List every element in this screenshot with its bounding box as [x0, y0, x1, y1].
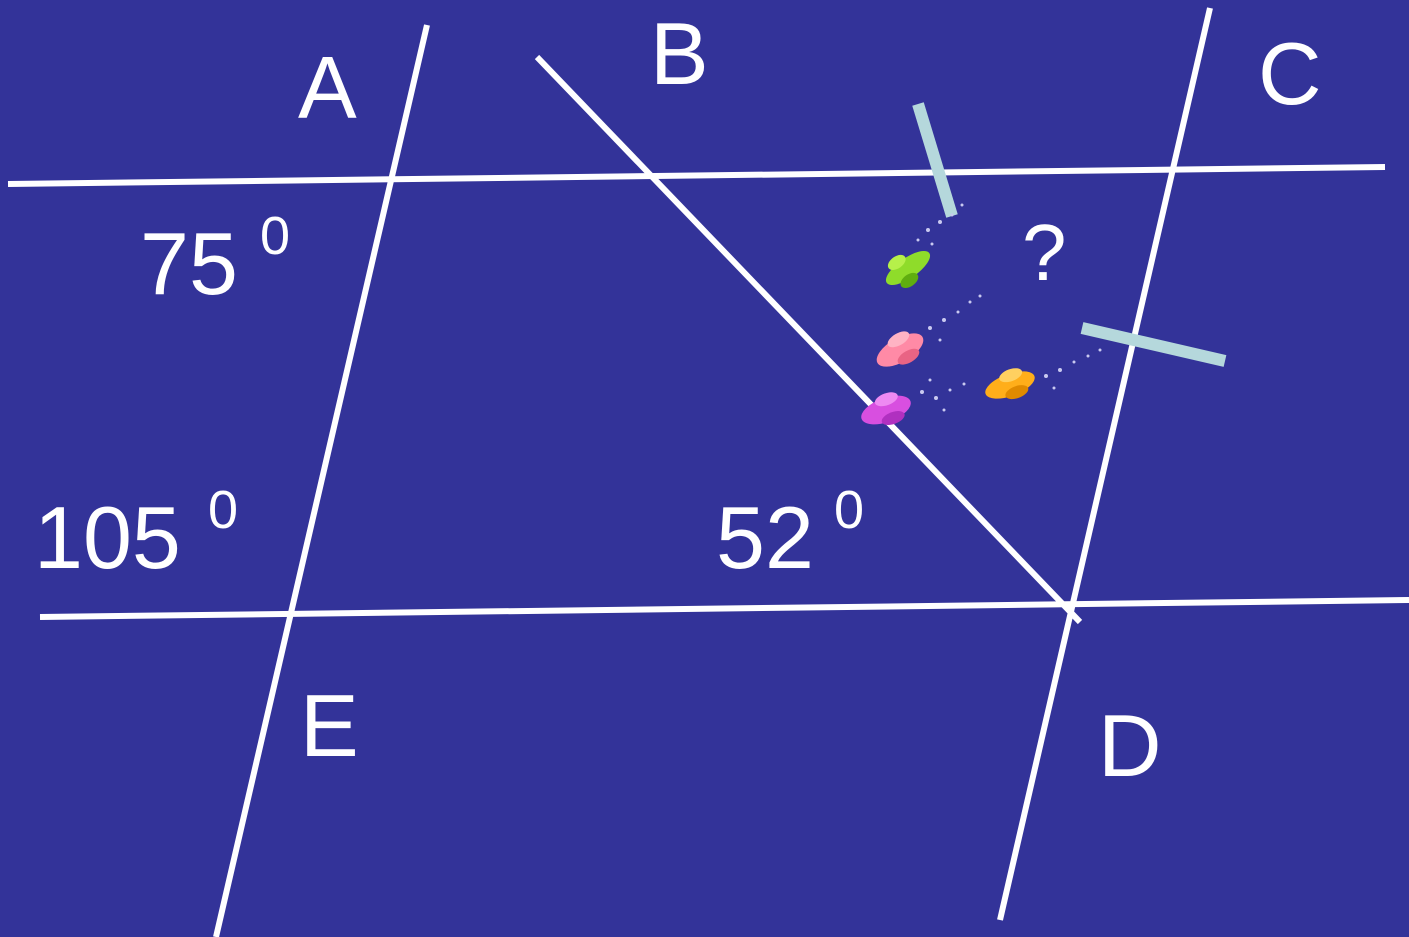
- parallel-tick-mark-right: [1080, 322, 1227, 367]
- bug-icon: [861, 392, 911, 426]
- degree-mark-75: 0: [260, 206, 290, 266]
- parallel-tick-mark-top: [912, 102, 958, 218]
- sparkle-trail-icon: [916, 203, 1102, 412]
- point-label-B: B: [650, 4, 709, 103]
- bug-icon: [885, 250, 931, 289]
- bottom-transversal-line: [39, 597, 1409, 620]
- degree-mark-52: 0: [834, 480, 864, 540]
- bug-icon: [876, 331, 924, 367]
- unknown-angle-label: ?: [1022, 208, 1067, 297]
- line-AE: [213, 24, 430, 937]
- diagonal-line-BD: [534, 54, 1083, 625]
- point-label-E: E: [300, 676, 359, 775]
- point-label-C: C: [1258, 24, 1322, 123]
- angle-label-105: 105: [34, 488, 181, 587]
- top-transversal-line: [7, 164, 1386, 187]
- point-label-A: A: [298, 38, 357, 137]
- angle-label-52: 52: [716, 488, 814, 587]
- line-CD: [997, 7, 1213, 921]
- bug-icon: [985, 368, 1035, 400]
- point-label-D: D: [1098, 696, 1162, 795]
- degree-mark-105: 0: [208, 480, 238, 540]
- angle-label-75: 75: [140, 214, 238, 313]
